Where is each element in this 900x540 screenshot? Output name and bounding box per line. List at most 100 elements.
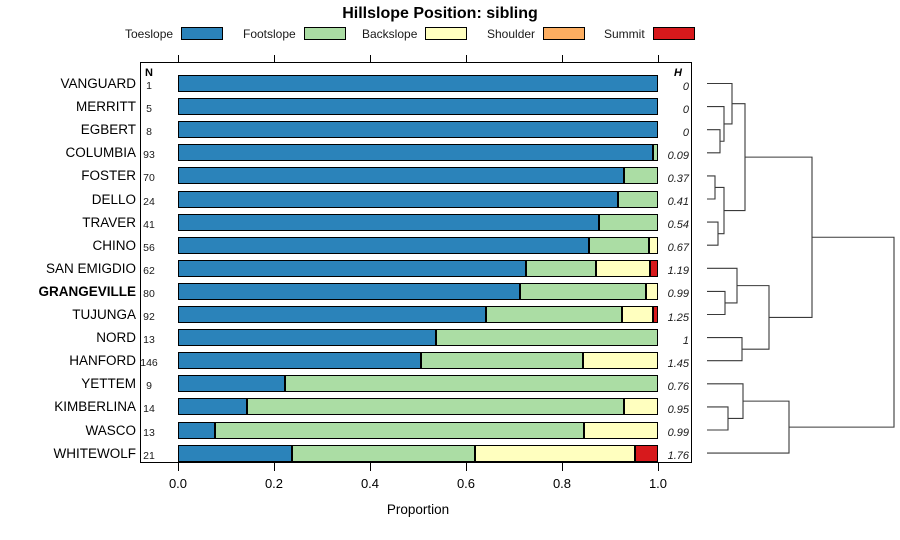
bar-segment-footslope xyxy=(485,306,622,323)
stacked-bar xyxy=(178,121,658,139)
axis-tick-bottom xyxy=(274,463,275,471)
n-value: 5 xyxy=(146,103,152,116)
bar-segment-toeslope xyxy=(178,98,658,116)
legend-label: Footslope xyxy=(243,26,296,41)
axis-tick-label: 0.0 xyxy=(168,476,188,491)
axis-tick-top xyxy=(562,55,563,62)
bar-segment-footslope xyxy=(589,236,650,254)
bar-segment-toeslope xyxy=(178,121,658,139)
bar-segment-footslope xyxy=(624,167,658,185)
bar-segment-footslope xyxy=(214,421,585,439)
bar-segment-backslope xyxy=(596,259,651,277)
axis-tick-label: 1.0 xyxy=(648,476,668,491)
h-value: 0.99 xyxy=(667,288,689,301)
n-value: 62 xyxy=(143,264,155,277)
series-label: SAN EMIGDIO xyxy=(45,260,136,276)
n-value: 8 xyxy=(146,126,152,139)
stacked-bar xyxy=(178,259,658,277)
h-value: 0.76 xyxy=(667,380,689,393)
axis-tick-label: 0.6 xyxy=(456,476,476,491)
series-label: DELLO xyxy=(91,191,136,207)
bar-segment-toeslope xyxy=(178,282,520,300)
stacked-bar xyxy=(178,236,658,254)
legend-swatch-summit xyxy=(652,27,695,40)
series-label: COLUMBIA xyxy=(65,145,136,161)
n-value: 56 xyxy=(143,241,155,254)
h-value: 0 xyxy=(682,126,689,139)
bar-segment-backslope xyxy=(646,282,658,300)
bar-segment-toeslope xyxy=(178,398,247,416)
axis-tick-top xyxy=(178,55,179,62)
legend-label: Backslope xyxy=(362,26,418,41)
h-value: 0 xyxy=(682,80,689,93)
bar-segment-toeslope xyxy=(178,190,619,208)
bar-segment-summit xyxy=(634,444,658,462)
h-value: 0.41 xyxy=(667,196,689,208)
stacked-bar xyxy=(178,167,658,185)
n-value: 70 xyxy=(143,172,155,185)
n-value: 92 xyxy=(143,311,155,323)
h-value: 0.67 xyxy=(667,242,689,255)
axis-tick-bottom xyxy=(370,463,371,471)
series-label: TRAVER xyxy=(82,214,136,230)
legend-swatch-toeslope xyxy=(181,27,224,40)
bar-segment-footslope xyxy=(292,444,476,462)
bar-segment-backslope xyxy=(475,444,635,462)
bar-segment-backslope xyxy=(584,421,658,439)
legend-swatch-shoulder xyxy=(543,27,586,40)
stacked-bar xyxy=(178,375,658,393)
stacked-bar xyxy=(178,352,658,370)
axis-tick-bottom xyxy=(562,463,563,471)
h-value: 0.99 xyxy=(667,427,689,439)
bar-segment-toeslope xyxy=(178,375,285,393)
h-value: 0.54 xyxy=(667,219,689,232)
legend-item-footslope: Footslope xyxy=(243,26,346,41)
series-label: TUJUNGA xyxy=(72,307,136,322)
axis-tick-bottom xyxy=(658,463,659,471)
chart-title: Hillslope Position: sibling xyxy=(342,5,538,22)
n-value: 13 xyxy=(143,334,155,347)
bar-segment-backslope xyxy=(623,398,658,416)
series-label: YETTEM xyxy=(81,376,136,392)
series-label: WASCO xyxy=(85,422,137,438)
series-label: VANGUARD xyxy=(60,76,136,91)
bar-segment-summit xyxy=(650,259,658,277)
series-label: WHITEWOLF xyxy=(53,445,137,461)
bar-segment-footslope xyxy=(599,213,658,231)
h-value: 0.37 xyxy=(667,172,689,185)
stacked-bar xyxy=(178,213,658,231)
axis-tick-label: 0.8 xyxy=(552,476,572,491)
bar-segment-footslope xyxy=(652,144,658,162)
bar-segment-summit xyxy=(652,306,658,323)
bar-segment-footslope xyxy=(284,375,658,393)
bar-segment-toeslope xyxy=(178,352,422,370)
h-value: 1 xyxy=(682,334,689,347)
stacked-bar xyxy=(178,444,658,462)
h-value: 1.25 xyxy=(667,311,689,324)
bar-segment-toeslope xyxy=(178,421,215,439)
series-label: FOSTER xyxy=(81,168,136,184)
h-value: 1.19 xyxy=(667,265,689,278)
stacked-bar xyxy=(178,306,658,323)
n-value: 1 xyxy=(146,80,152,92)
bar-segment-footslope xyxy=(618,190,658,208)
stacked-bar xyxy=(178,421,658,439)
bar-segment-footslope xyxy=(246,398,624,416)
stacked-bar xyxy=(178,144,658,162)
bar-segment-footslope xyxy=(436,329,658,347)
bar-segment-toeslope xyxy=(178,329,437,347)
n-value: 146 xyxy=(140,357,158,370)
legend-item-summit: Summit xyxy=(604,26,695,41)
legend-swatch-backslope xyxy=(425,27,468,40)
series-label: CHINO xyxy=(92,237,137,253)
axis-tick-top xyxy=(466,55,467,62)
stacked-bar xyxy=(178,329,658,347)
series-label: NORD xyxy=(96,330,136,346)
stacked-bar xyxy=(178,98,658,116)
axis-tick-bottom xyxy=(178,463,179,471)
n-value: 9 xyxy=(146,380,152,393)
n-value: 21 xyxy=(143,449,155,462)
axis-tick-label: 0.2 xyxy=(264,476,284,491)
bar-segment-backslope xyxy=(621,306,653,323)
